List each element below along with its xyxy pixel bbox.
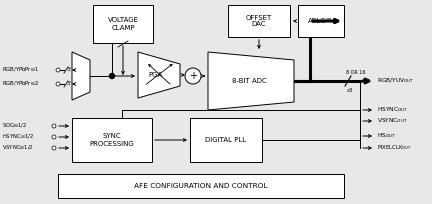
Polygon shape (72, 52, 90, 100)
Text: 8 OR 16: 8 OR 16 (346, 70, 365, 75)
Text: 3/: 3/ (67, 67, 72, 71)
Text: HS$_{OUT}$: HS$_{OUT}$ (377, 132, 396, 140)
Text: RGB/YUV$_{OUT}$: RGB/YUV$_{OUT}$ (377, 76, 415, 85)
Bar (72, 118, 152, 162)
Text: VSYNC$_{IN}$1/2: VSYNC$_{IN}$1/2 (2, 144, 34, 152)
Text: VSYNC$_{OUT}$: VSYNC$_{OUT}$ (377, 116, 408, 125)
Circle shape (52, 124, 56, 128)
Text: x3: x3 (347, 88, 353, 93)
Polygon shape (208, 52, 294, 110)
Text: 8-BIT ADC: 8-BIT ADC (232, 78, 267, 84)
Text: +: + (189, 71, 197, 81)
Text: RGB/YPbPr$_{IN}$2: RGB/YPbPr$_{IN}$2 (2, 80, 39, 88)
Circle shape (52, 146, 56, 150)
Text: HSYNC$_{IN}$1/2: HSYNC$_{IN}$1/2 (2, 133, 34, 141)
Text: PGA: PGA (149, 72, 163, 78)
Bar (58, 174, 344, 198)
Circle shape (56, 82, 60, 86)
Text: DIGITAL PLL: DIGITAL PLL (206, 137, 247, 143)
Circle shape (56, 68, 60, 72)
Circle shape (52, 135, 56, 139)
Text: 3/: 3/ (67, 81, 72, 85)
Text: VOLTAGE
CLAMP: VOLTAGE CLAMP (108, 18, 139, 31)
Polygon shape (138, 52, 180, 98)
Text: RGB/YPbPr$_{IN}$1: RGB/YPbPr$_{IN}$1 (2, 66, 39, 74)
Circle shape (185, 68, 201, 84)
Bar (228, 5, 290, 37)
Bar (298, 5, 344, 37)
Text: AFE CONFIGURATION AND CONTROL: AFE CONFIGURATION AND CONTROL (134, 183, 268, 189)
Bar (190, 118, 262, 162)
Text: PIXELCLK$_{OUT}$: PIXELCLK$_{OUT}$ (377, 144, 412, 152)
Circle shape (109, 73, 114, 79)
Text: OFFSET
DAC: OFFSET DAC (246, 14, 272, 28)
Text: ABLC™: ABLC™ (308, 18, 334, 24)
Bar (93, 5, 153, 43)
Text: HSYNC$_{OUT}$: HSYNC$_{OUT}$ (377, 105, 408, 114)
Text: SYNC
PROCESSING: SYNC PROCESSING (89, 133, 134, 146)
Text: SOG$_{IN}$1/2: SOG$_{IN}$1/2 (2, 122, 27, 130)
